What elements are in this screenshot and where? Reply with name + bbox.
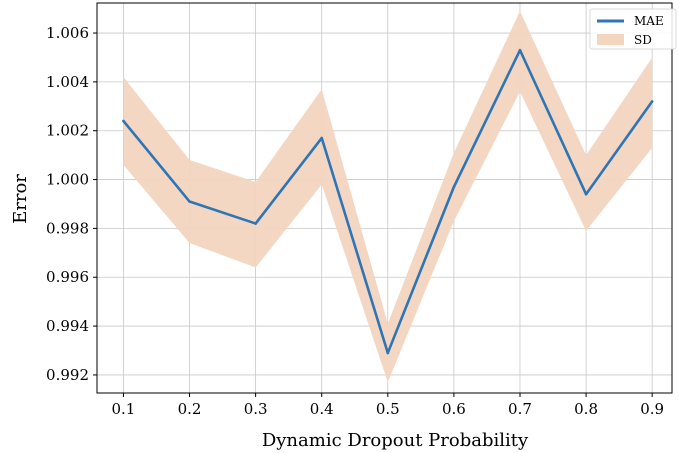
mae-point: [386, 351, 390, 355]
legend: MAE SD: [589, 8, 677, 50]
x-tick-label: 0.8: [574, 400, 598, 418]
x-axis-ticks: 0.1 0.2 0.3 0.4 0.5 0.6 0.7 0.8 0.9: [112, 393, 664, 418]
x-tick-label: 0.4: [310, 400, 334, 418]
mae-point: [650, 100, 654, 103]
y-axis-label: Error: [10, 174, 31, 224]
y-tick-label: 1.002: [46, 122, 89, 140]
y-tick-label: 0.996: [46, 268, 89, 286]
x-tick-label: 0.9: [640, 400, 664, 418]
x-tick-label: 0.3: [244, 400, 268, 418]
legend-sd-swatch: [597, 34, 624, 45]
y-tick-label: 0.994: [46, 317, 89, 335]
mae-point: [254, 222, 257, 225]
x-tick-label: 0.2: [178, 400, 202, 418]
x-tick-label: 0.1: [112, 400, 136, 418]
y-tick-label: 1.004: [46, 73, 89, 91]
sd-band: [123, 11, 653, 383]
legend-sd-label: SD: [634, 33, 652, 47]
mae-point: [584, 192, 588, 196]
mae-point: [452, 185, 456, 189]
x-tick-label: 0.6: [442, 400, 466, 418]
x-axis-label: Dynamic Dropout Probability: [262, 430, 529, 451]
mae-point: [320, 136, 324, 140]
x-tick-label: 0.7: [508, 400, 532, 418]
mae-point: [122, 119, 125, 123]
y-tick-label: 0.998: [46, 219, 89, 237]
plot-area: [96, 2, 673, 394]
y-axis-ticks: 0.992 0.994 0.996 0.998 1.000 1.002 1.004 1.006: [46, 24, 97, 384]
y-tick-label: 1.006: [46, 24, 89, 42]
mae-point: [188, 200, 191, 203]
mae-line-layer: [122, 48, 654, 355]
mae-point: [518, 48, 522, 52]
sd-band-layer: [123, 11, 653, 383]
y-tick-label: 0.992: [46, 366, 89, 384]
y-tick-label: 1.000: [46, 171, 89, 189]
x-tick-label: 0.5: [376, 400, 400, 418]
legend-mae-label: MAE: [634, 14, 664, 28]
